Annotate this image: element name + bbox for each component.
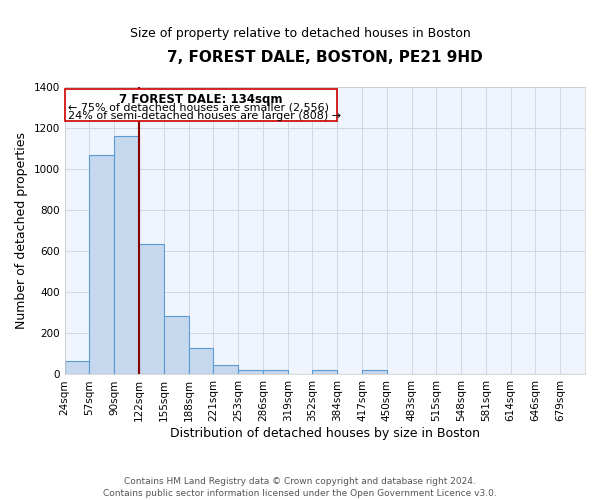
Bar bbox=[263, 370, 287, 374]
Y-axis label: Number of detached properties: Number of detached properties bbox=[15, 132, 28, 329]
Bar bbox=[114, 136, 139, 374]
Text: 24% of semi-detached houses are larger (808) →: 24% of semi-detached houses are larger (… bbox=[68, 110, 341, 120]
Bar bbox=[313, 370, 337, 374]
Text: ← 75% of detached houses are smaller (2,556): ← 75% of detached houses are smaller (2,… bbox=[68, 102, 329, 113]
Text: Size of property relative to detached houses in Boston: Size of property relative to detached ho… bbox=[130, 28, 470, 40]
Bar bbox=[362, 370, 387, 374]
Bar bbox=[238, 370, 263, 374]
Bar bbox=[139, 244, 164, 374]
Bar bbox=[89, 155, 114, 374]
Title: 7, FOREST DALE, BOSTON, PE21 9HD: 7, FOREST DALE, BOSTON, PE21 9HD bbox=[167, 50, 483, 65]
Bar bbox=[214, 364, 238, 374]
Text: Contains HM Land Registry data © Crown copyright and database right 2024.
Contai: Contains HM Land Registry data © Crown c… bbox=[103, 476, 497, 498]
Bar bbox=[65, 361, 89, 374]
Text: 7 FOREST DALE: 134sqm: 7 FOREST DALE: 134sqm bbox=[119, 93, 283, 106]
Bar bbox=[164, 316, 188, 374]
X-axis label: Distribution of detached houses by size in Boston: Distribution of detached houses by size … bbox=[170, 427, 480, 440]
FancyBboxPatch shape bbox=[65, 89, 337, 121]
Bar bbox=[188, 348, 214, 374]
